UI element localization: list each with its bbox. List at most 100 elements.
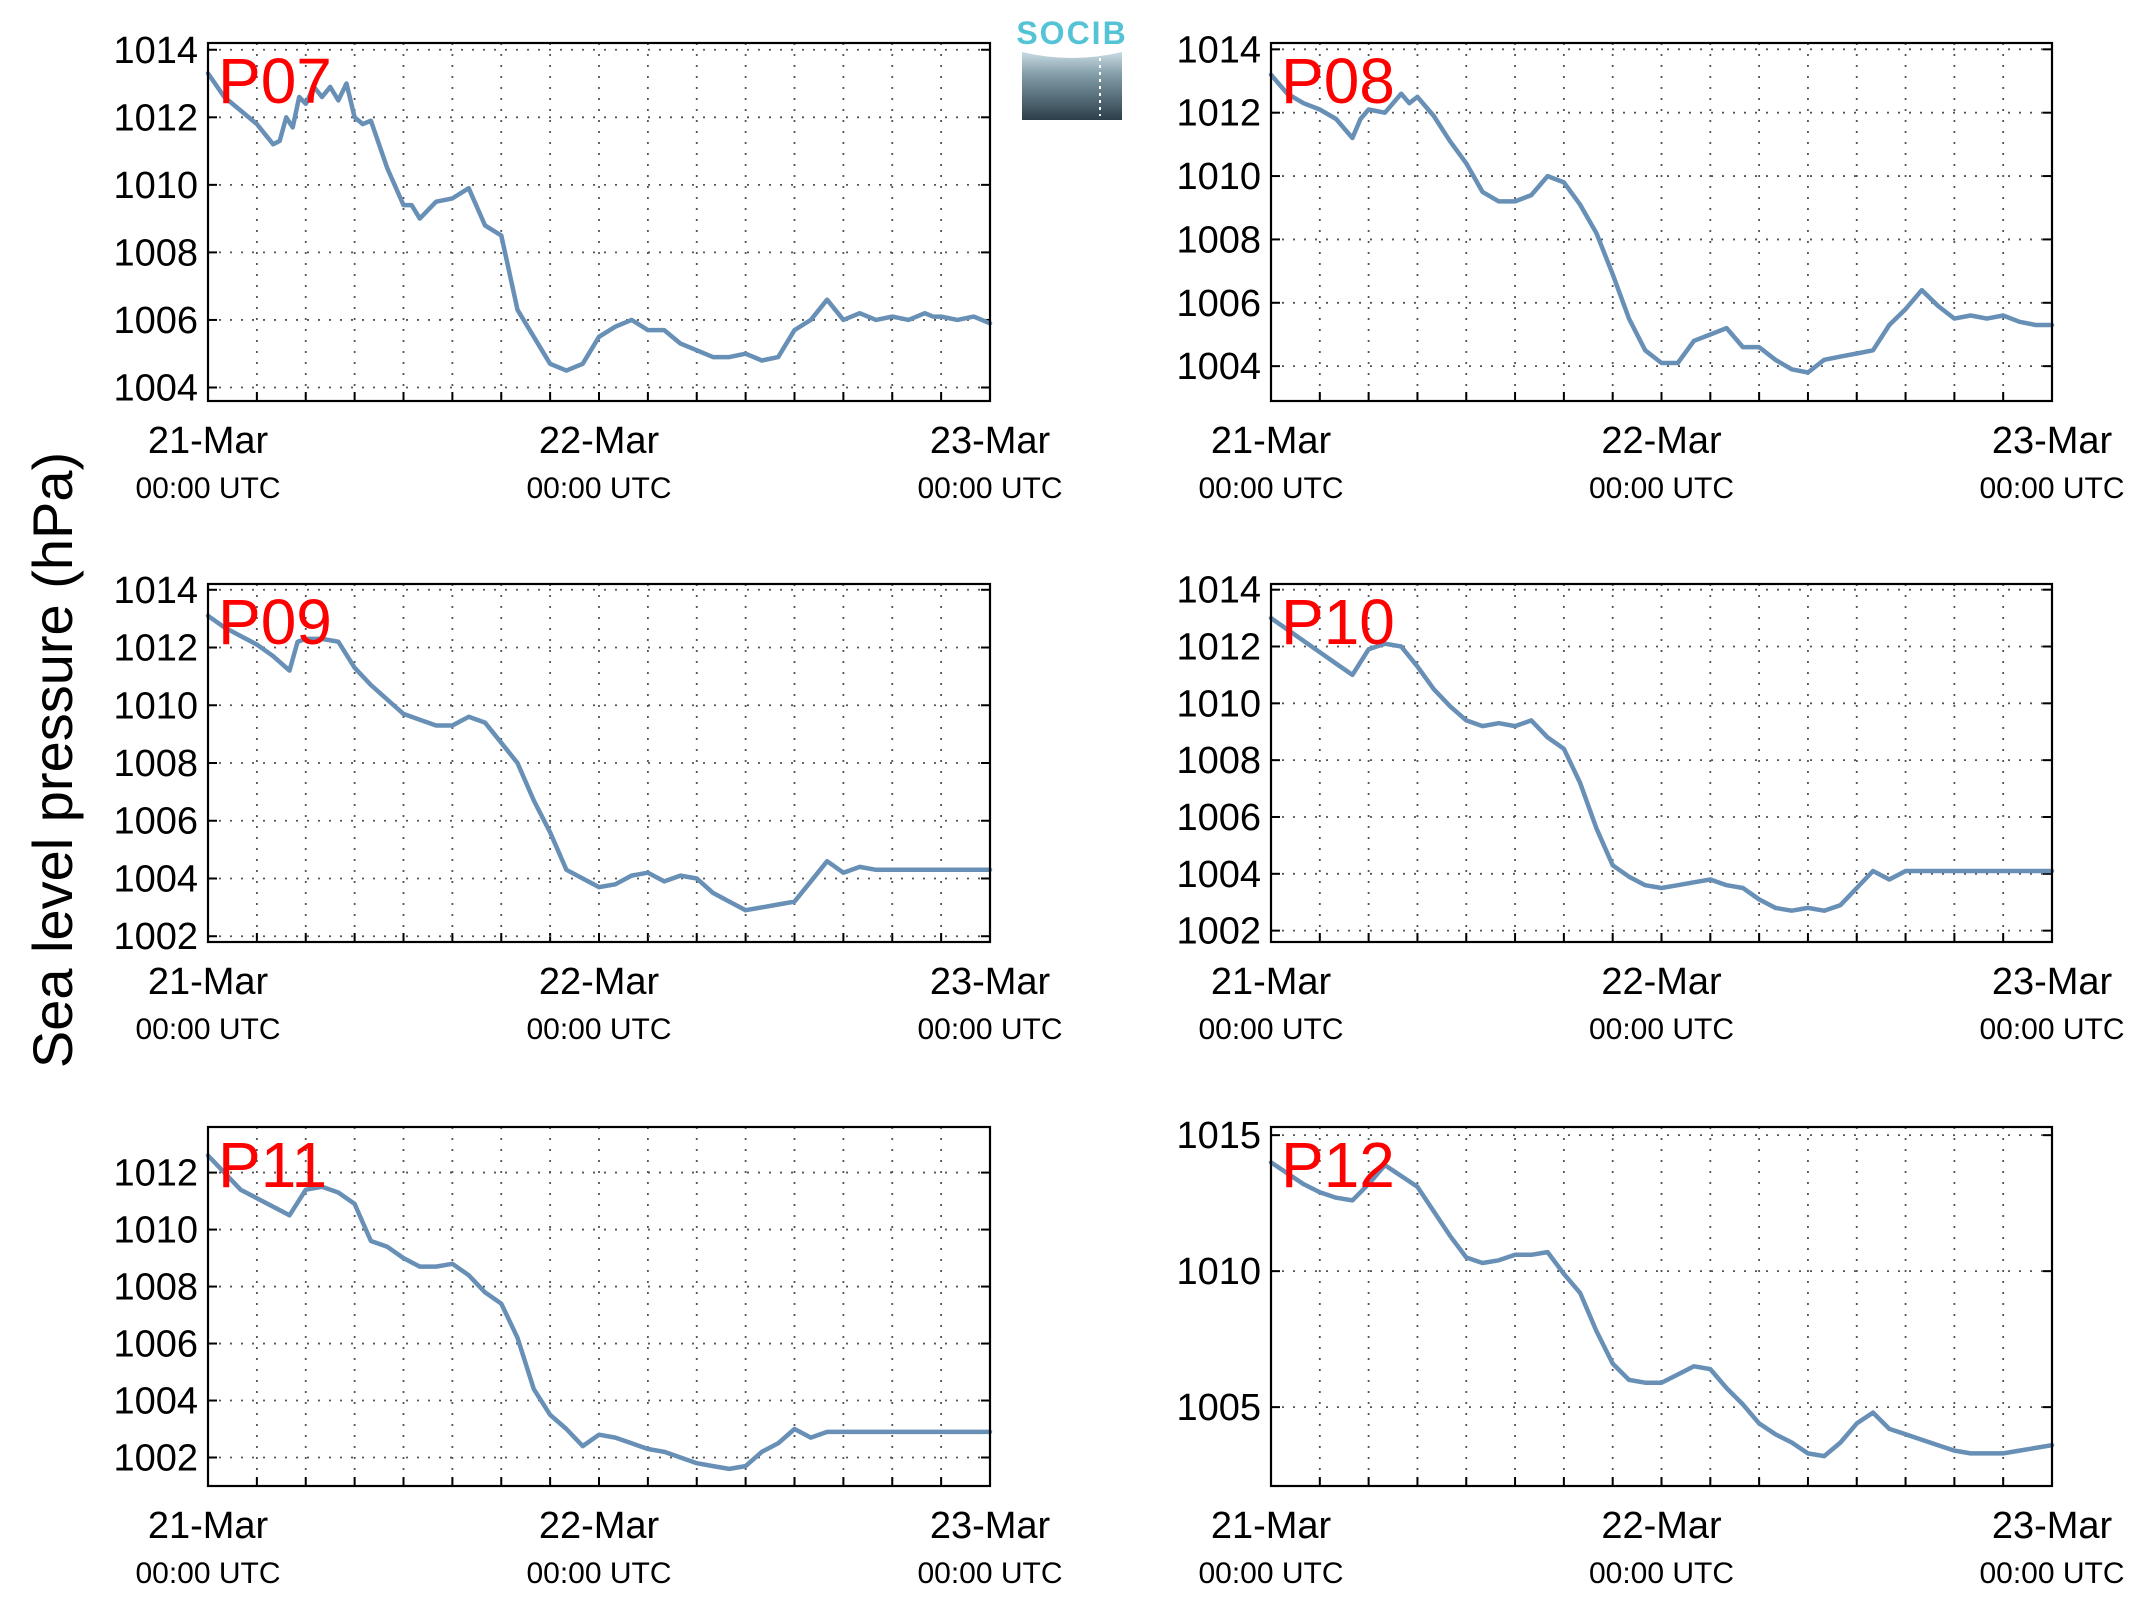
y-tick-label: 1014 xyxy=(113,30,198,72)
x-tick-label-date: 23-Mar xyxy=(1992,1505,2113,1547)
y-tick-label: 1012 xyxy=(1176,93,1261,135)
x-tick-label-time: 00:00 UTC xyxy=(917,1557,1062,1590)
x-tick-label-time: 00:00 UTC xyxy=(1198,1013,1343,1046)
x-tick-label-date: 21-Mar xyxy=(1211,961,1332,1003)
y-tick-label: 1008 xyxy=(113,743,198,785)
chart-panel-p07: 1004 1006 1008 1010 1012 1014 21-Mar 00:00 UTC 2… xyxy=(113,30,1062,505)
series-line xyxy=(1268,615,2055,913)
y-tick-label: 1014 xyxy=(113,570,198,612)
y-tick-label: 1012 xyxy=(113,97,198,139)
x-tick-label-time: 00:00 UTC xyxy=(1589,1557,1734,1590)
y-tick-label: 1010 xyxy=(113,1210,198,1252)
x-tick-label-date: 22-Mar xyxy=(539,420,660,462)
x-tick-label-date: 21-Mar xyxy=(148,961,269,1003)
plot-frame xyxy=(206,41,992,403)
y-tick-label: 1002 xyxy=(113,916,198,958)
x-tick-label-time: 00:00 UTC xyxy=(526,472,671,505)
plot-frame xyxy=(206,582,992,944)
station-label: P08 xyxy=(1281,45,1395,117)
y-tick-label: 1002 xyxy=(113,1438,198,1480)
y-tick-label: 1004 xyxy=(113,1381,198,1423)
x-tick-label-time: 00:00 UTC xyxy=(526,1013,671,1046)
x-tick-label-date: 21-Mar xyxy=(1211,1505,1332,1547)
x-tick-label-date: 22-Mar xyxy=(539,961,660,1003)
socib-logo: SOCIB xyxy=(1016,15,1127,120)
y-tick-label: 1014 xyxy=(1176,570,1261,612)
station-label: P10 xyxy=(1281,586,1395,658)
x-tick-label-time: 00:00 UTC xyxy=(1198,1557,1343,1590)
y-tick-label: 1010 xyxy=(1176,1251,1261,1293)
series-line xyxy=(1268,1160,2055,1459)
x-tick-label-time: 00:00 UTC xyxy=(1979,1013,2124,1046)
x-tick-label-date: 22-Mar xyxy=(1601,961,1722,1003)
y-tick-label: 1004 xyxy=(1176,346,1261,388)
y-axis-label: Sea level pressure (hPa) xyxy=(21,452,84,1068)
y-tick-label: 1015 xyxy=(1176,1115,1261,1157)
y-tick-label: 1008 xyxy=(1176,740,1261,782)
series-line xyxy=(1268,72,2055,375)
x-tick-label-date: 23-Mar xyxy=(930,961,1051,1003)
x-tick-label-date: 22-Mar xyxy=(1601,1505,1722,1547)
y-tick-label: 1008 xyxy=(113,1267,198,1309)
series-line xyxy=(205,1153,993,1472)
y-tick-label: 1012 xyxy=(113,1153,198,1195)
chart-panel-p08: 1004 1006 1008 1010 1012 1014 21-Mar 00:00 UTC 2… xyxy=(1176,29,2124,505)
y-tick-label: 1012 xyxy=(1176,627,1261,669)
y-tick-label: 1014 xyxy=(1176,29,1261,71)
x-tick-label-date: 23-Mar xyxy=(930,1505,1051,1547)
x-tick-label-time: 00:00 UTC xyxy=(1979,1557,2124,1590)
x-tick-label-time: 00:00 UTC xyxy=(917,472,1062,505)
plot-frame xyxy=(1269,41,2054,403)
x-tick-label-date: 21-Mar xyxy=(148,420,269,462)
chart-panel-p12: 1005 1010 1015 21-Mar 00:00 UTC 22-Mar 00:00 U… xyxy=(1176,1115,2124,1590)
y-tick-label: 1010 xyxy=(1176,156,1261,198)
y-tick-label: 1010 xyxy=(113,685,198,727)
x-tick-label-time: 00:00 UTC xyxy=(1198,472,1343,505)
y-tick-label: 1006 xyxy=(113,1324,198,1366)
station-label: P09 xyxy=(218,586,332,658)
plot-frame xyxy=(1269,1125,2054,1488)
socib-logo-text: SOCIB xyxy=(1016,15,1127,51)
x-tick-label-date: 22-Mar xyxy=(539,1505,660,1547)
y-tick-label: 1006 xyxy=(113,300,198,342)
socib-logo-wave xyxy=(1022,52,1122,120)
station-label: P07 xyxy=(218,45,332,117)
x-tick-label-time: 00:00 UTC xyxy=(135,1557,280,1590)
x-tick-label-time: 00:00 UTC xyxy=(135,1013,280,1046)
plot-frame xyxy=(206,1125,992,1488)
y-tick-label: 1008 xyxy=(113,232,198,274)
y-tick-label: 1002 xyxy=(1176,911,1261,953)
y-tick-label: 1006 xyxy=(113,801,198,843)
station-label: P12 xyxy=(1281,1129,1395,1201)
x-tick-label-date: 23-Mar xyxy=(1992,961,2113,1003)
x-tick-label-time: 00:00 UTC xyxy=(1589,1013,1734,1046)
x-tick-label-time: 00:00 UTC xyxy=(135,472,280,505)
chart-panels: 1004 1006 1008 1010 1012 1014 21-Mar 00:00 UTC 2… xyxy=(113,29,2124,1590)
x-tick-label-date: 22-Mar xyxy=(1601,420,1722,462)
series-line xyxy=(205,613,993,913)
x-tick-label-time: 00:00 UTC xyxy=(1589,472,1734,505)
x-tick-label-time: 00:00 UTC xyxy=(526,1557,671,1590)
y-tick-label: 1010 xyxy=(113,165,198,207)
x-tick-label-time: 00:00 UTC xyxy=(917,1013,1062,1046)
x-tick-label-date: 23-Mar xyxy=(1992,420,2113,462)
x-tick-label-time: 00:00 UTC xyxy=(1979,472,2124,505)
y-tick-label: 1004 xyxy=(113,858,198,900)
y-tick-label: 1010 xyxy=(1176,683,1261,725)
y-tick-label: 1004 xyxy=(1176,854,1261,896)
chart-panel-p10: 1002 1004 1006 1008 1010 1012 1014 21-Mar 00:00 … xyxy=(1176,570,2124,1046)
y-tick-label: 1012 xyxy=(113,628,198,670)
x-tick-label-date: 21-Mar xyxy=(1211,420,1332,462)
plot-frame xyxy=(1269,582,2054,944)
series-line xyxy=(205,71,993,373)
y-tick-label: 1008 xyxy=(1176,219,1261,261)
y-tick-label: 1005 xyxy=(1176,1387,1261,1429)
x-tick-label-date: 23-Mar xyxy=(930,420,1051,462)
x-tick-label-date: 21-Mar xyxy=(148,1505,269,1547)
chart-panel-p09: 1002 1004 1006 1008 1010 1012 1014 21-Mar 00:00 … xyxy=(113,570,1062,1046)
y-tick-label: 1006 xyxy=(1176,283,1261,325)
station-label: P11 xyxy=(218,1129,327,1201)
chart-panel-p11: 1002 1004 1006 1008 1010 1012 21-Mar 00:00 UTC 2… xyxy=(113,1125,1063,1590)
y-tick-label: 1006 xyxy=(1176,797,1261,839)
